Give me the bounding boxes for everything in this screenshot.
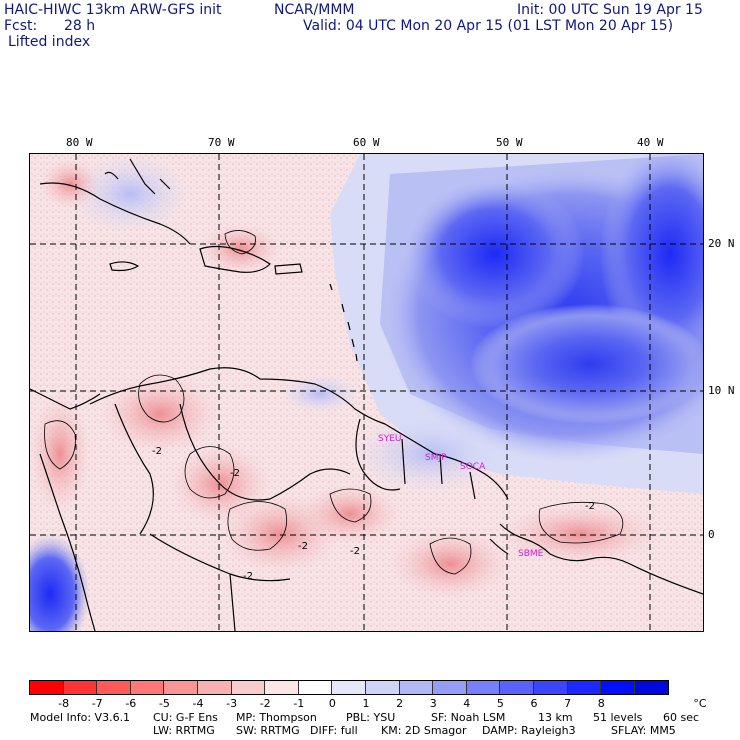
colorbar-swatch bbox=[500, 681, 534, 694]
footer-sf: SF: Noah LSM bbox=[431, 711, 506, 724]
colorbar-swatch bbox=[265, 681, 299, 694]
colorbar-unit: °C bbox=[693, 697, 707, 710]
lon-label-50w: 50 W bbox=[496, 136, 523, 149]
contour-label: -2 bbox=[152, 446, 162, 457]
station-label-syeu: SYEU bbox=[378, 434, 401, 444]
lat-label-10n: 10 N bbox=[708, 384, 735, 397]
colorbar-swatch bbox=[97, 681, 131, 694]
colorbar-tick-label: -4 bbox=[192, 697, 204, 710]
colorbar-tick-label: 4 bbox=[463, 697, 471, 710]
organization-label: NCAR/MMM bbox=[274, 2, 355, 18]
graticule bbox=[30, 154, 703, 631]
colorbar-tick-label: 8 bbox=[597, 697, 605, 710]
footer-resolution: 13 km bbox=[538, 711, 573, 724]
contour-lines bbox=[44, 230, 624, 575]
lifted-index-map: SYEU SMJP SOCA SBME -2 -2 -2 -2 -2 -2 bbox=[29, 153, 704, 632]
colorbar-swatch bbox=[298, 681, 333, 694]
lon-label-80w: 80 W bbox=[66, 136, 93, 149]
lon-label-60w: 60 W bbox=[353, 136, 380, 149]
colorbar-tick-label: -5 bbox=[158, 697, 170, 710]
colorbar-swatch bbox=[130, 681, 165, 694]
colorbar-swatch bbox=[567, 681, 602, 694]
contour-label: -2 bbox=[350, 546, 360, 557]
station-label-sbme: SBME bbox=[518, 549, 544, 559]
field-name: Lifted index bbox=[8, 34, 91, 50]
colorbar-swatch bbox=[399, 681, 434, 694]
colorbar-tick-label: -3 bbox=[226, 697, 238, 710]
colorbar-swatch bbox=[533, 681, 568, 694]
model-title: HAIC-HIWC 13km ARW-GFS init bbox=[4, 2, 222, 18]
colorbar-swatch bbox=[231, 681, 266, 694]
colorbar-tick-label: 6 bbox=[530, 697, 538, 710]
colorbar-tick-label: -2 bbox=[259, 697, 271, 710]
map-canvas: SYEU SMJP SOCA SBME -2 -2 -2 -2 -2 -2 bbox=[30, 154, 703, 631]
colorbar-tick-label: 5 bbox=[496, 697, 504, 710]
forecast-label: Fcst: bbox=[4, 18, 38, 34]
colorbar-tick-label: 7 bbox=[564, 697, 572, 710]
footer-sw: SW: RRTMG bbox=[236, 724, 300, 737]
colorbar-tick-label: -8 bbox=[58, 697, 70, 710]
contour-label: -2 bbox=[243, 571, 253, 582]
colorbar-swatch bbox=[601, 681, 635, 694]
lat-label-20n: 20 N bbox=[708, 237, 735, 250]
colorbar-swatch bbox=[433, 681, 467, 694]
colorbar-swatch bbox=[164, 681, 198, 694]
footer-cu: CU: G-F Ens bbox=[153, 711, 218, 724]
colorbar-swatch bbox=[365, 681, 400, 694]
colorbar-swatch bbox=[30, 681, 64, 694]
colorbar-swatch bbox=[466, 681, 501, 694]
footer-pbl: PBL: YSU bbox=[346, 711, 396, 724]
lon-label-40w: 40 W bbox=[637, 136, 664, 149]
colorbar-swatch bbox=[634, 681, 669, 694]
contour-label: -2 bbox=[585, 501, 595, 512]
init-time: Init: 00 UTC Sun 19 Apr 15 bbox=[517, 2, 703, 18]
footer-diff: DIFF: full bbox=[310, 724, 358, 737]
colorbar-tick-label: 2 bbox=[396, 697, 404, 710]
valid-time: Valid: 04 UTC Mon 20 Apr 15 (01 LST Mon … bbox=[303, 18, 674, 34]
colorbar-tick-label: 0 bbox=[328, 697, 336, 710]
footer-km: KM: 2D Smagor bbox=[381, 724, 467, 737]
footer-mp: MP: Thompson bbox=[236, 711, 317, 724]
lon-label-70w: 70 W bbox=[208, 136, 235, 149]
station-label-smjp: SMJP bbox=[425, 453, 447, 463]
colorbar-swatch bbox=[332, 681, 366, 694]
colorbar-tick-label: -7 bbox=[91, 697, 103, 710]
lat-label-equator: 0 bbox=[708, 528, 715, 541]
footer-timestep: 60 sec bbox=[663, 711, 700, 724]
contour-label: -2 bbox=[230, 468, 240, 479]
footer-levels: 51 levels bbox=[593, 711, 643, 724]
colorbar-tick-label: -1 bbox=[293, 697, 305, 710]
station-label-soca: SOCA bbox=[460, 462, 486, 472]
colorbar-swatch bbox=[197, 681, 232, 694]
contour-label: -2 bbox=[298, 541, 308, 552]
colorbar-tick-label: -6 bbox=[125, 697, 137, 710]
colorbar bbox=[29, 680, 670, 695]
footer-damp: DAMP: Rayleigh3 bbox=[482, 724, 576, 737]
forecast-hour: 28 h bbox=[64, 18, 96, 34]
footer-sflay: SFLAY: MM5 bbox=[611, 724, 676, 737]
colorbar-tick-label: 3 bbox=[429, 697, 437, 710]
colorbar-tick-label: 1 bbox=[362, 697, 370, 710]
footer-model-info: Model Info: V3.6.1 bbox=[30, 711, 131, 724]
colorbar-swatch bbox=[63, 681, 98, 694]
footer-lw: LW: RRTMG bbox=[153, 724, 215, 737]
coastlines bbox=[30, 158, 703, 631]
